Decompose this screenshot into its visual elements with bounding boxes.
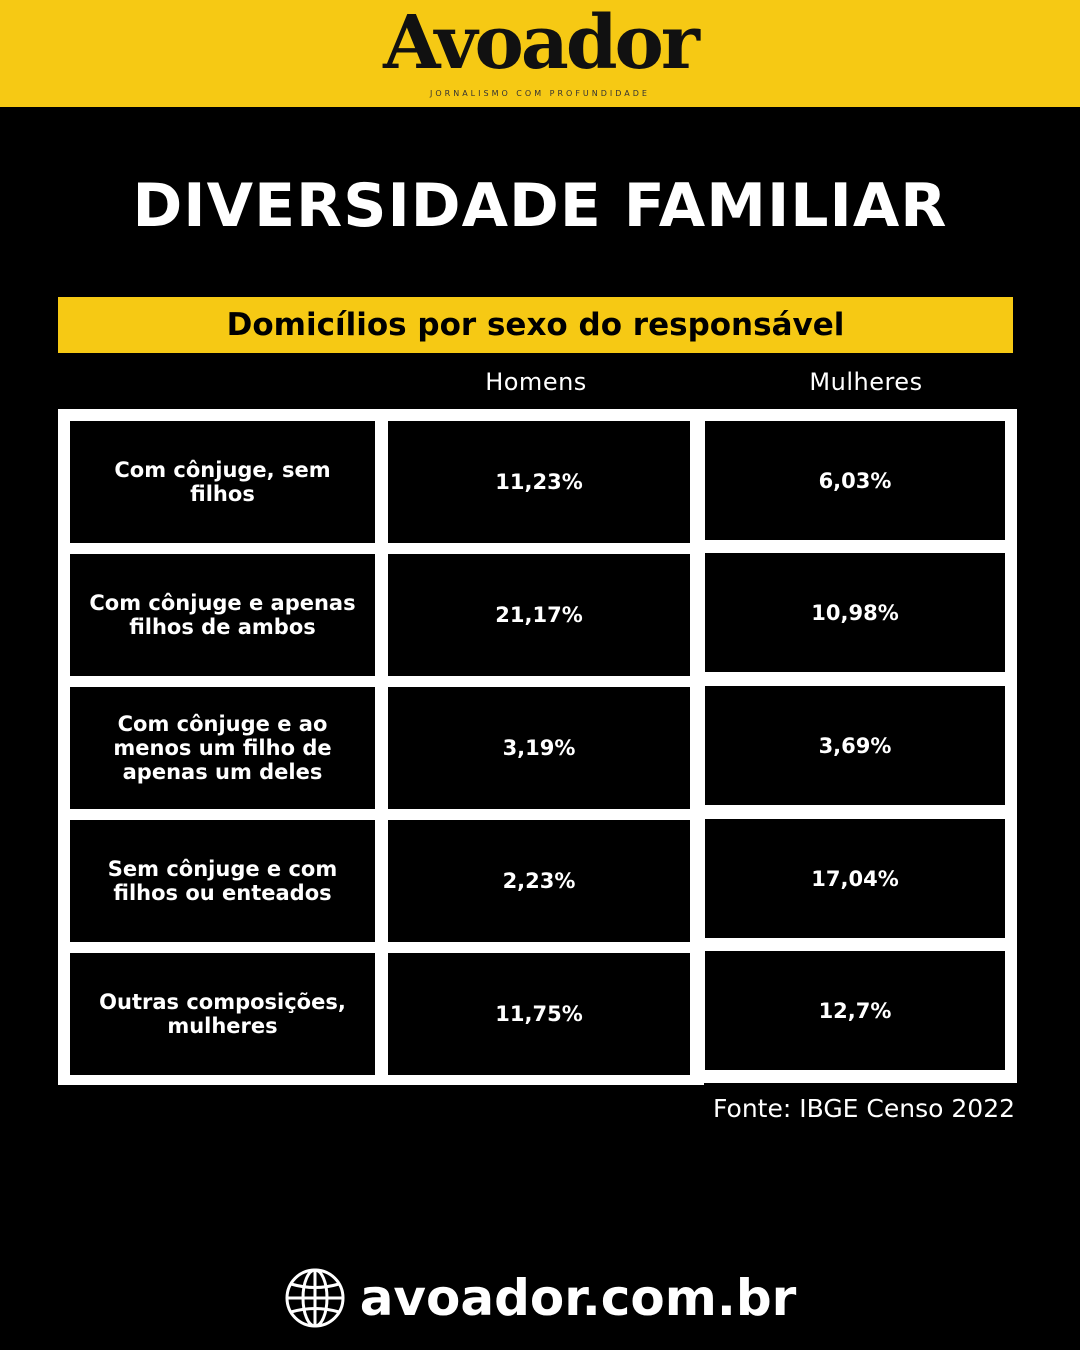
logo[interactable]: Avoador [383, 0, 700, 86]
row-label-line: menos um filho de [113, 736, 332, 760]
logo-tagline: JORNALISMO COM PROFUNDIDADE [430, 89, 650, 98]
source-note: Fonte: IBGE Censo 2022 [713, 1094, 1015, 1123]
mulheres-value-1: 6,03% [705, 421, 1005, 540]
row-label-1: Com cônjuge, sem filhos [70, 421, 375, 543]
row-label-line: Com cônjuge e apenas [89, 591, 356, 615]
row-label-line: Outras composições, [99, 990, 346, 1014]
row-label-line: apenas um deles [122, 760, 323, 784]
homens-value-5: 11,75% [388, 953, 690, 1075]
homens-value-3: 3,19% [388, 687, 690, 809]
row-label-line: filhos de ambos [129, 615, 316, 639]
footer: avoador.com.br [0, 1262, 1080, 1334]
row-label-line: Com cônjuge e ao [117, 712, 328, 736]
header-bar: Avoador JORNALISMO COM PROFUNDIDADE [0, 0, 1080, 107]
row-label-4: Sem cônjuge e com filhos ou enteados [70, 820, 375, 942]
row-label-3: Com cônjuge e ao menos um filho de apenas … [70, 687, 375, 809]
globe-icon [285, 1268, 345, 1328]
homens-value-2: 21,17% [388, 554, 690, 676]
website-link[interactable]: avoador.com.br [359, 1269, 797, 1327]
row-label-line: filhos [190, 482, 255, 506]
mulheres-value-3: 3,69% [705, 686, 1005, 805]
row-label-line: Sem cônjuge e com [107, 857, 338, 881]
table-subtitle: Domicílios por sexo do responsável [58, 297, 1013, 353]
mulheres-value-4: 17,04% [705, 819, 1005, 938]
row-label-line: filhos ou enteados [113, 881, 332, 905]
row-label-5: Outras composições, mulheres [70, 953, 375, 1075]
homens-value-4: 2,23% [388, 820, 690, 942]
row-label-line: Com cônjuge, sem [114, 458, 331, 482]
column-header-homens: Homens [485, 368, 587, 396]
page-title: DIVERSIDADE FAMILIAR [132, 171, 948, 241]
row-label-2: Com cônjuge e apenas filhos de ambos [70, 554, 375, 676]
mulheres-value-2: 10,98% [705, 553, 1005, 672]
column-header-mulheres: Mulheres [809, 368, 923, 396]
row-label-line: mulheres [167, 1014, 278, 1038]
homens-value-1: 11,23% [388, 421, 690, 543]
mulheres-value-5: 12,7% [705, 951, 1005, 1070]
